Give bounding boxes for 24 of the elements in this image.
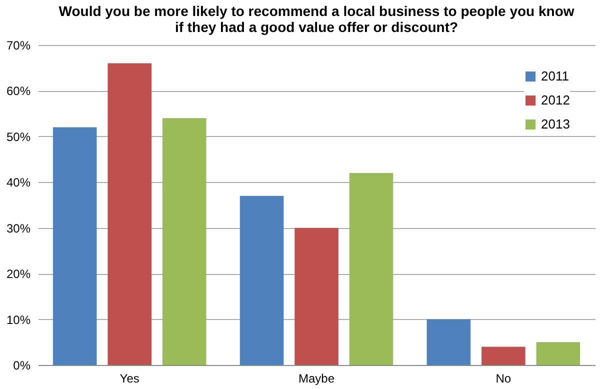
y-tick-label: 20%	[6, 267, 31, 282]
bar	[426, 319, 471, 365]
legend-label: 2013	[541, 116, 570, 132]
chart-title: Would you be more likely to recommend a local business to people you know if they had a good value offer or discount?	[58, 3, 574, 35]
bar	[349, 173, 394, 365]
bar	[294, 228, 338, 365]
y-tick-label: 50%	[6, 130, 31, 144]
legend-label: 2012	[541, 92, 570, 108]
y-tick-label: 10%	[6, 312, 31, 327]
legend-label: 2011	[541, 68, 569, 84]
bar	[52, 127, 97, 365]
bar	[482, 346, 526, 365]
bar	[536, 342, 580, 365]
bar	[162, 118, 206, 365]
x-tick-label: Yes	[120, 372, 140, 386]
y-tick-label: 70%	[6, 38, 31, 52]
bar	[108, 63, 152, 365]
x-tick-label: No	[496, 372, 512, 386]
y-tick-label: 0%	[13, 358, 31, 372]
bar	[240, 196, 284, 365]
y-tick-label: 30%	[6, 221, 31, 236]
y-tick-label: 40%	[6, 176, 31, 190]
x-tick-label: Maybe	[298, 372, 335, 386]
y-tick-label: 60%	[6, 84, 31, 98]
